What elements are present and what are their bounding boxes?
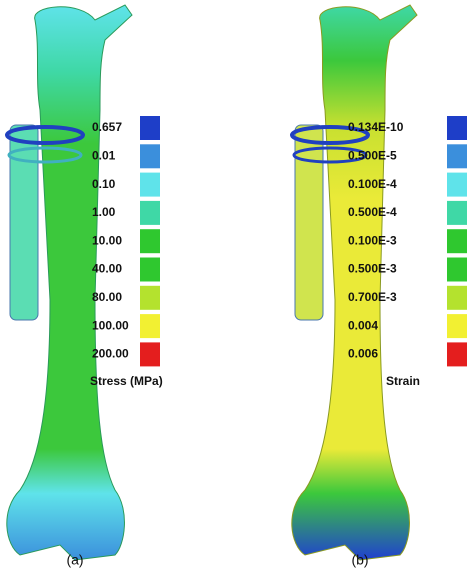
legend-label: 10.00 [92, 233, 122, 247]
legend-label: 0.100E-3 [348, 233, 397, 247]
legend-label: 0.006 [348, 347, 378, 361]
legend-swatch [447, 314, 467, 339]
legend-swatch [447, 172, 467, 197]
legend-swatch [447, 229, 467, 254]
legend-swatch [140, 200, 160, 225]
legend-title: Stress (MPa) [90, 374, 163, 388]
legend-swatch [140, 144, 160, 169]
legend-label: 40.00 [92, 262, 122, 276]
legend-swatch [140, 314, 160, 339]
legend-label: 0.134E-10 [348, 120, 404, 134]
legend-swatch [447, 200, 467, 225]
legend-label: 100.00 [92, 318, 129, 332]
legend-swatch [140, 257, 160, 282]
legend-swatch [447, 144, 467, 169]
legend-swatch [447, 116, 467, 140]
legend-swatch [140, 229, 160, 254]
femur-b [290, 4, 418, 561]
legend-label: 200.00 [92, 347, 129, 361]
legend-label: 0.700E-3 [348, 290, 397, 304]
panel-label: (a) [66, 552, 83, 568]
legend-swatch [447, 342, 467, 367]
legend-label: 0.01 [92, 148, 116, 162]
legend-label: 0.004 [348, 318, 378, 332]
legend-swatch [447, 257, 467, 282]
legend-title: Strain [386, 374, 420, 388]
legend-swatch [140, 285, 160, 310]
legend-label: 1.00 [92, 205, 116, 219]
legend-swatch [140, 172, 160, 197]
femur-a [5, 4, 133, 561]
legend-label: 0.500E-4 [348, 205, 397, 219]
legend-label: 80.00 [92, 290, 122, 304]
legend-label: 0.500E-3 [348, 262, 397, 276]
legend-swatch [140, 342, 160, 367]
legend-label: 0.657 [92, 120, 122, 134]
legend-label: 0.100E-4 [348, 177, 397, 191]
legend-swatch [140, 116, 160, 140]
legend-label: 0.500E-5 [348, 148, 397, 162]
legend-swatch [447, 285, 467, 310]
legend-label: 0.10 [92, 177, 116, 191]
panel-label: (b) [351, 552, 368, 568]
